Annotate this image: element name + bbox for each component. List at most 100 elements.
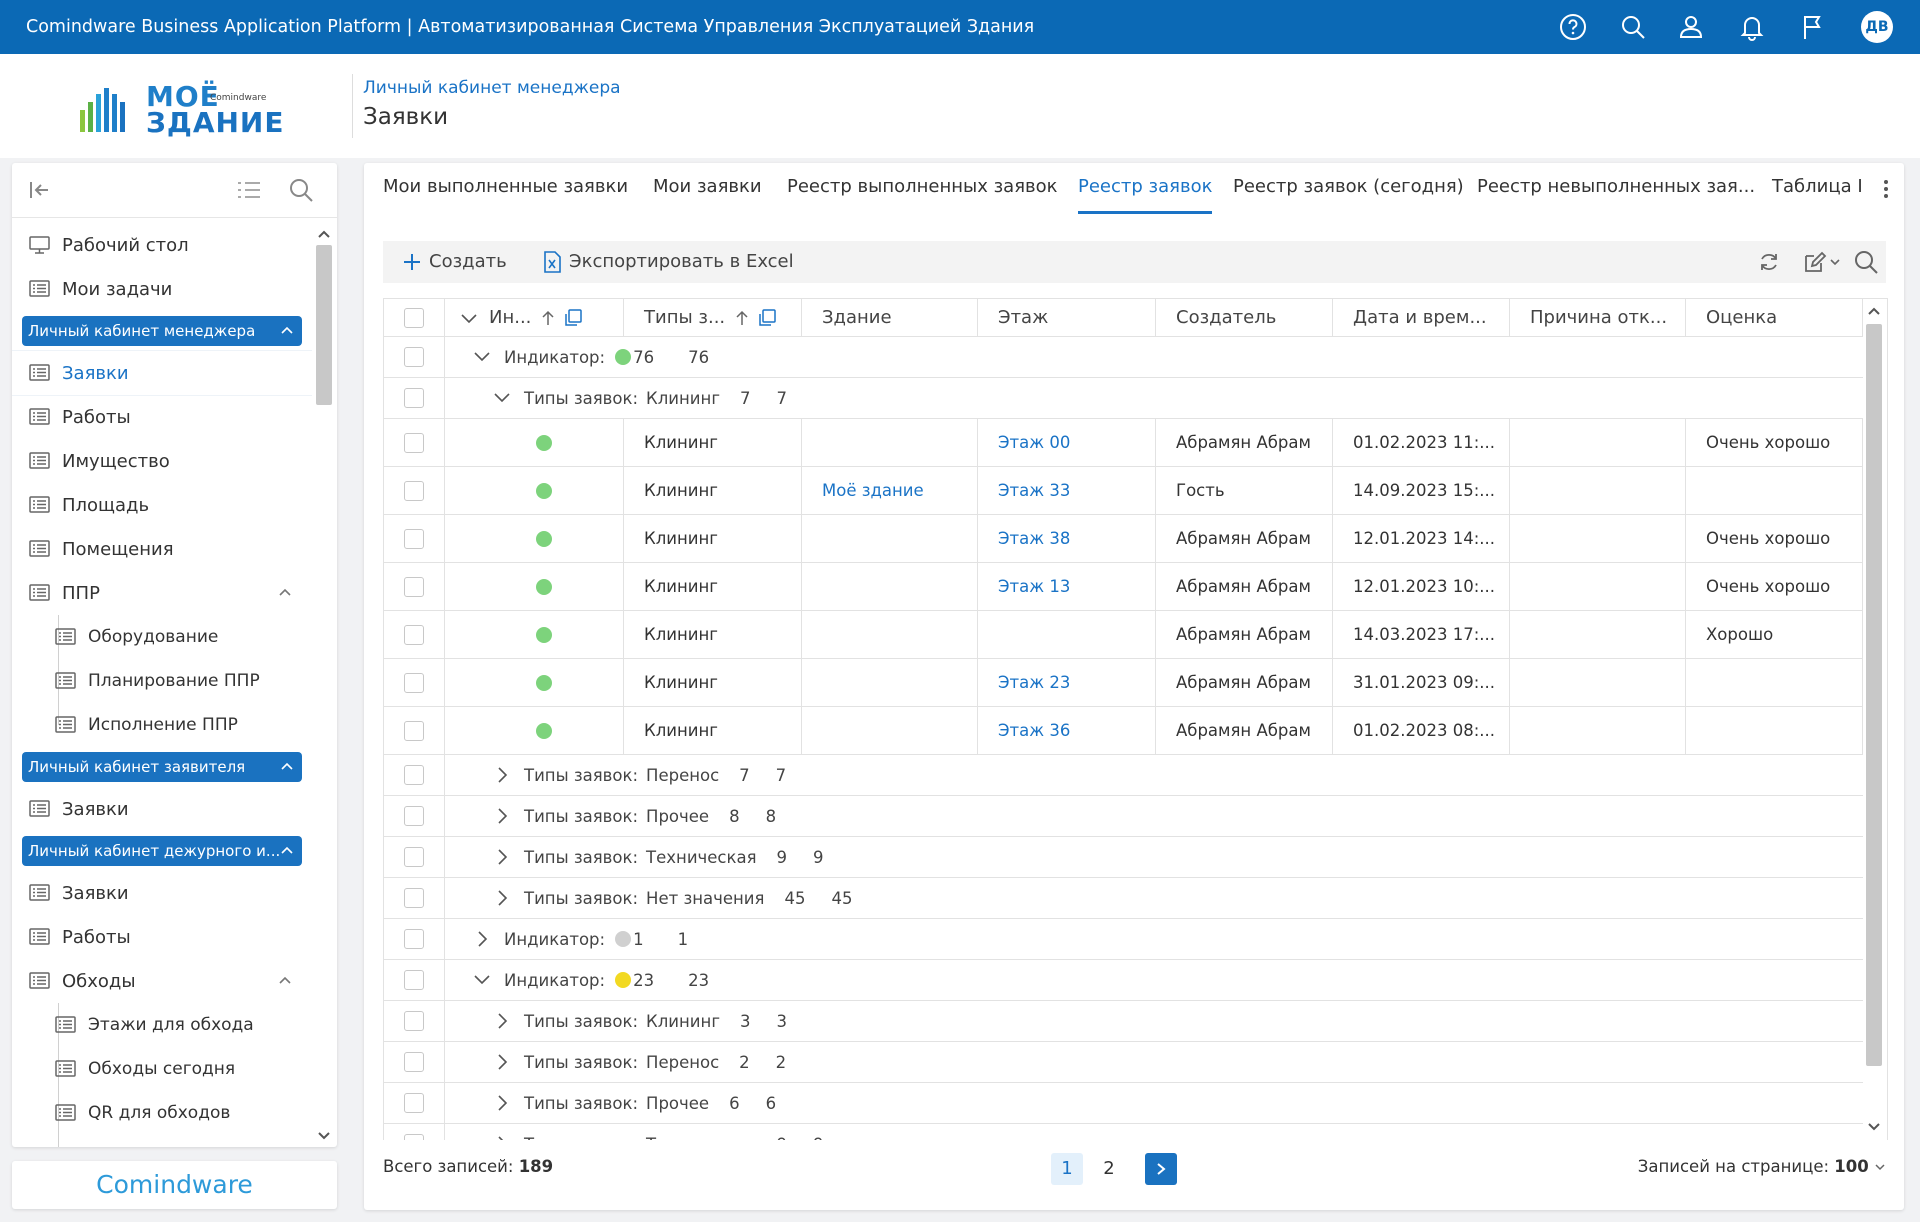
group-row[interactable]: Типы заявок: Нет значения 45 45 <box>384 878 1863 919</box>
checkbox[interactable] <box>404 847 424 867</box>
page-button[interactable]: 1 <box>1051 1153 1083 1185</box>
per-page[interactable]: Записей на странице: 100 <box>1638 1157 1886 1176</box>
sidebar-subitem[interactable]: QR для обходов <box>12 1091 312 1135</box>
floor[interactable]: Этаж 13 <box>998 577 1071 596</box>
sidebar-subitem[interactable]: Показатели <box>12 1135 312 1147</box>
page-button[interactable]: 2 <box>1103 1158 1115 1179</box>
building[interactable]: Моё здание <box>822 481 924 500</box>
group-row[interactable]: Индикатор: 1 1 <box>384 919 1863 960</box>
sidebar-subitem[interactable]: Исполнение ППР <box>12 703 312 747</box>
group-row[interactable]: Типы заявок: Перенос 7 7 <box>384 755 1863 796</box>
checkbox[interactable] <box>404 1134 424 1140</box>
column-header[interactable]: Создатель <box>1156 299 1333 336</box>
help-icon[interactable] <box>1558 12 1588 42</box>
floor[interactable]: Этаж 23 <box>998 673 1071 692</box>
checkbox[interactable] <box>404 388 424 408</box>
sidebar-item[interactable]: Имущество <box>12 439 312 483</box>
sidebar-item[interactable]: Заявки <box>12 871 312 915</box>
checkbox[interactable] <box>404 432 424 453</box>
edit-icon[interactable] <box>1803 250 1843 274</box>
column-header[interactable]: Причина отк... <box>1510 299 1686 336</box>
sidebar-item[interactable]: Мои задачи <box>12 267 312 311</box>
group-row[interactable]: Типы заявок: Клининг 7 7 <box>384 378 1863 419</box>
create-button[interactable]: Создать <box>401 241 507 283</box>
column-header[interactable]: Ин... <box>445 299 624 336</box>
search-icon[interactable] <box>1618 12 1648 42</box>
export-button[interactable]: Экспортировать в Excel <box>541 241 794 283</box>
checkbox[interactable] <box>404 1093 424 1113</box>
breadcrumb-parent[interactable]: Личный кабинет менеджера <box>363 78 621 98</box>
sidebar-group[interactable]: Личный кабинет заявителя <box>22 752 302 782</box>
column-header[interactable]: Типы з... <box>624 299 802 336</box>
group-row[interactable]: Типы заявок: Прочее 6 6 <box>384 1083 1863 1124</box>
user-avatar[interactable]: ДВ <box>1861 11 1893 43</box>
floor[interactable]: Этаж 38 <box>998 529 1071 548</box>
checkbox[interactable] <box>404 1052 424 1072</box>
sidebar-subitem[interactable]: Планирование ППР <box>12 659 312 703</box>
flag-icon[interactable] <box>1797 12 1827 42</box>
data-row[interactable]: Клининг Моё здание Этаж 33 Гость 14.09.2023 … <box>384 467 1863 515</box>
next-page[interactable] <box>1145 1153 1177 1185</box>
sidebar-item[interactable]: ППР <box>12 571 312 615</box>
checkbox[interactable] <box>404 806 424 826</box>
checkbox[interactable] <box>404 347 424 367</box>
sidebar-item[interactable]: Площадь <box>12 483 312 527</box>
column-header[interactable]: Здание <box>802 299 978 336</box>
collapse-icon[interactable] <box>28 179 52 201</box>
tab[interactable]: Мои заявки <box>653 176 762 197</box>
list-icon[interactable] <box>236 179 262 201</box>
sidebar-subitem[interactable]: Обходы сегодня <box>12 1047 312 1091</box>
column-header[interactable]: Дата и врем... <box>1333 299 1510 336</box>
floor[interactable]: Этаж 33 <box>998 481 1071 500</box>
group-row[interactable]: Типы заявок: Техническая 9 9 <box>384 1124 1863 1140</box>
checkbox[interactable] <box>404 480 424 501</box>
checkbox[interactable] <box>404 672 424 693</box>
column-header[interactable]: Этаж <box>978 299 1156 336</box>
checkbox[interactable] <box>404 307 424 328</box>
checkbox[interactable] <box>404 765 424 785</box>
tab[interactable]: Реестр заявок (сегодня) <box>1233 176 1464 197</box>
group-row[interactable]: Типы заявок: Клининг 3 3 <box>384 1001 1863 1042</box>
group-row[interactable]: Типы заявок: Прочее 8 8 <box>384 796 1863 837</box>
checkbox[interactable] <box>404 1011 424 1031</box>
sidebar-group[interactable]: Личный кабинет менеджера <box>22 316 302 346</box>
checkbox[interactable] <box>404 720 424 741</box>
checkbox[interactable] <box>404 576 424 597</box>
data-row[interactable]: Клининг Абрамян Абрам 14.03.2023 17:... Хор… <box>384 611 1863 659</box>
tab[interactable]: Таблица I <box>1772 176 1863 197</box>
group-row[interactable]: Индикатор: 23 23 <box>384 960 1863 1001</box>
tab[interactable]: Реестр заявок <box>1078 177 1213 214</box>
grid-search-icon[interactable] <box>1853 249 1879 275</box>
checkbox[interactable] <box>404 624 424 645</box>
data-row[interactable]: Клининг Этаж 36 Абрамян Абрам 01.02.2023 08… <box>384 707 1863 755</box>
sidebar-item[interactable]: Обходы <box>12 959 312 1003</box>
column-header[interactable]: Оценка <box>1686 299 1863 336</box>
users-icon[interactable] <box>1676 12 1706 42</box>
sidebar-item[interactable]: Работы <box>12 395 312 439</box>
tabs-more[interactable] <box>1879 177 1893 205</box>
data-row[interactable]: Клининг Этаж 23 Абрамян Абрам 31.01.2023 09… <box>384 659 1863 707</box>
group-row[interactable]: Типы заявок: Перенос 2 2 <box>384 1042 1863 1083</box>
sidebar-item[interactable]: Работы <box>12 915 312 959</box>
sidebar-item[interactable]: Рабочий стол <box>12 223 312 267</box>
checkbox[interactable] <box>404 970 424 990</box>
group-row[interactable]: Типы заявок: Техническая 9 9 <box>384 837 1863 878</box>
tab[interactable]: Мои выполненные заявки <box>383 176 629 197</box>
data-row[interactable]: Клининг Этаж 00 Абрамян Абрам 01.02.2023 11… <box>384 419 1863 467</box>
refresh-icon[interactable] <box>1757 250 1781 274</box>
floor[interactable]: Этаж 00 <box>998 433 1071 452</box>
sidebar-group[interactable]: Личный кабинет дежурного и... <box>22 836 302 866</box>
sidebar-item[interactable]: Заявки <box>12 351 312 395</box>
group-row[interactable]: Индикатор: 76 76 <box>384 337 1863 378</box>
data-row[interactable]: Клининг Этаж 13 Абрамян Абрам 12.01.2023 10… <box>384 563 1863 611</box>
sidebar-subitem[interactable]: Оборудование <box>12 615 312 659</box>
tab[interactable]: Реестр невыполненных зая... <box>1477 176 1756 197</box>
sidebar-item[interactable]: Заявки <box>12 787 312 831</box>
sidebar-item[interactable]: Помещения <box>12 527 312 571</box>
data-row[interactable]: Клининг Этаж 38 Абрамян Абрам 12.01.2023 14… <box>384 515 1863 563</box>
checkbox[interactable] <box>404 888 424 908</box>
bell-icon[interactable] <box>1737 12 1767 42</box>
checkbox[interactable] <box>404 528 424 549</box>
tab[interactable]: Реестр выполненных заявок <box>787 176 1058 197</box>
checkbox[interactable] <box>404 929 424 949</box>
